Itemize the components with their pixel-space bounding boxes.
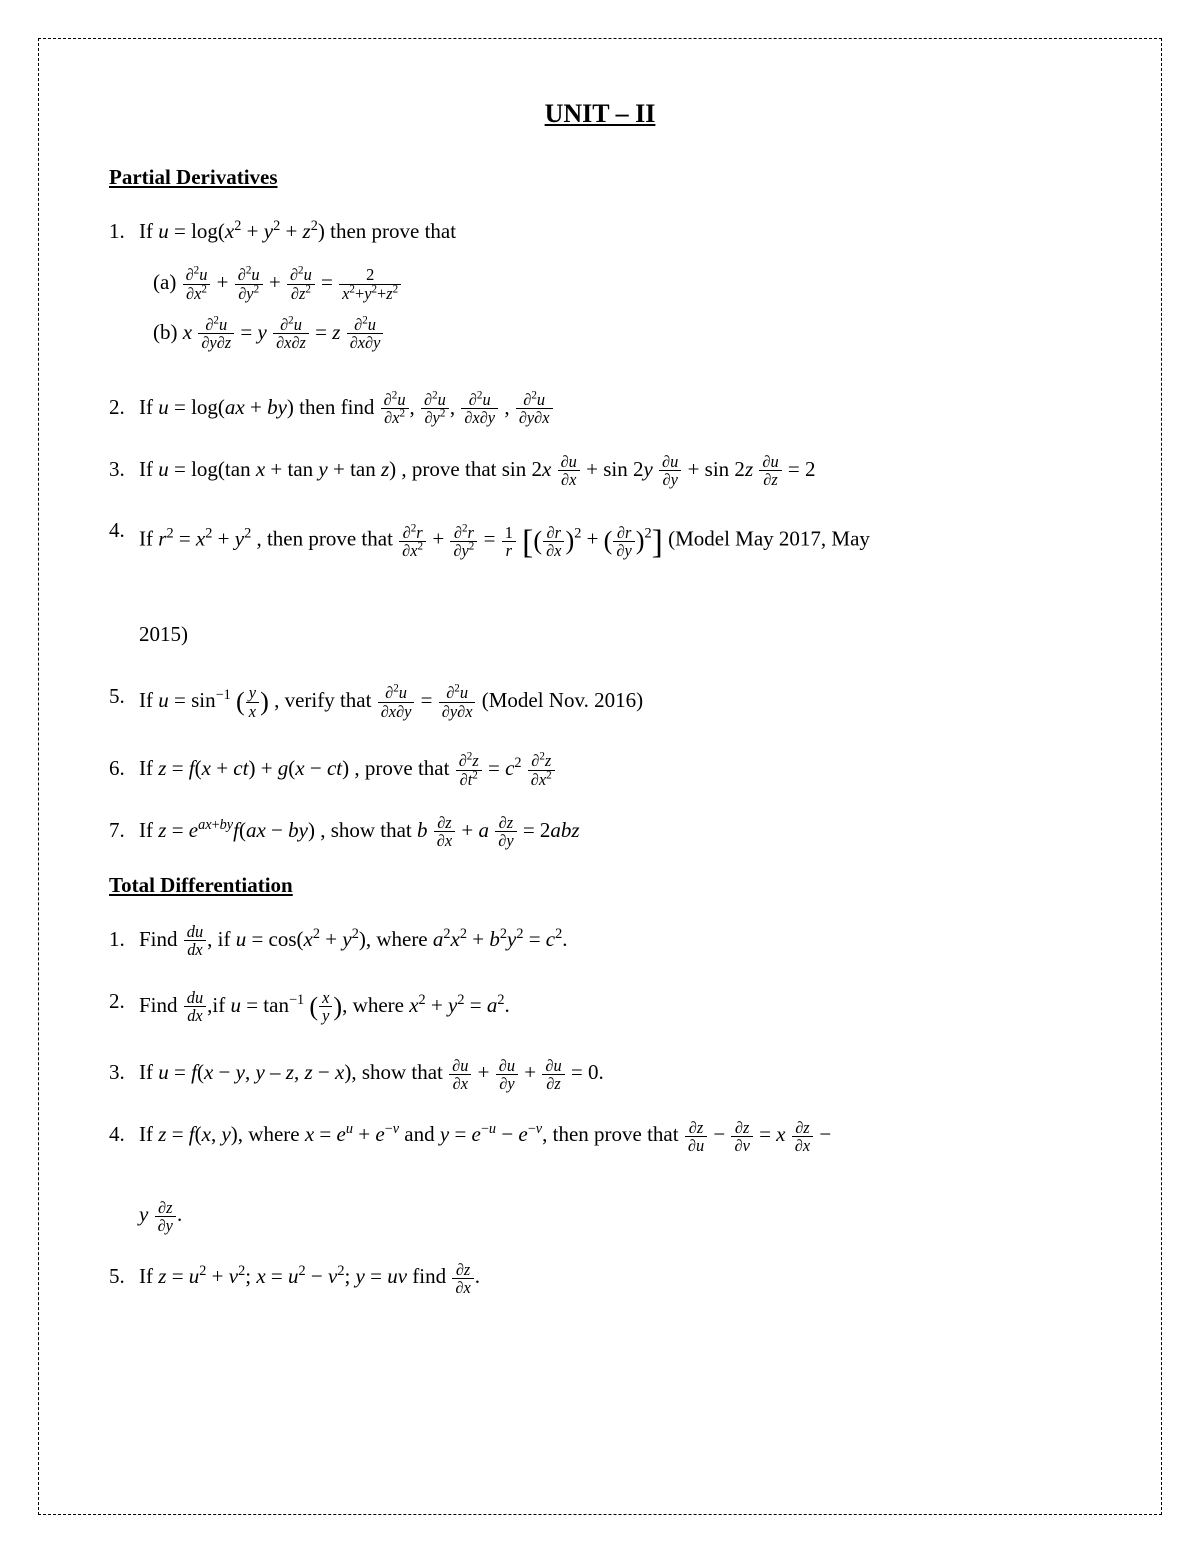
label: (b) bbox=[153, 320, 183, 344]
text: If bbox=[139, 457, 158, 481]
problem-list-partial: 1. If u = log(x2 + y2 + z2) then prove t… bbox=[109, 212, 1091, 851]
td-problem-5: 5. If z = u2 + v2; x = u2 − v2; y = uv f… bbox=[109, 1257, 1091, 1297]
text: If bbox=[139, 1060, 158, 1084]
text: Find bbox=[139, 992, 183, 1016]
sub-b: (b) x ∂2u∂y∂z = y ∂2u∂x∂z = z ∂2u∂x∂y bbox=[153, 316, 1091, 352]
problem-body: If u = sin−1 (yx) , verify that ∂2u∂x∂y … bbox=[139, 677, 1091, 727]
problem-number: 6. bbox=[109, 749, 139, 789]
text: If bbox=[139, 818, 158, 842]
text: , where bbox=[238, 1122, 305, 1146]
problem-body: If z = eax+byf(ax − by) , show that b ∂z… bbox=[139, 811, 1091, 851]
text: then prove that bbox=[330, 219, 456, 243]
text: , then prove that bbox=[542, 1122, 684, 1146]
problem-3: 3. If u = log(tan x + tan y + tan z) , p… bbox=[109, 450, 1091, 490]
text: , prove that bbox=[401, 457, 501, 481]
problem-number: 3. bbox=[109, 1053, 139, 1093]
text: , prove that bbox=[354, 756, 454, 780]
note: (Model May 2017, May bbox=[668, 527, 870, 551]
text: If bbox=[139, 756, 158, 780]
problem-7: 7. If z = eax+byf(ax − by) , show that b… bbox=[109, 811, 1091, 851]
text: If bbox=[139, 688, 158, 712]
problem-body: Find dudx,if u = tan−1 (xy), where x2 + … bbox=[139, 982, 1091, 1032]
text: If bbox=[139, 1122, 158, 1146]
text: , verify that bbox=[274, 688, 377, 712]
text: , where bbox=[366, 927, 433, 951]
text: Find bbox=[139, 927, 183, 951]
sub-a: (a) ∂2u∂x2 + ∂2u∂y2 + ∂2u∂z2 = 2x2+y2+z2 bbox=[153, 266, 1091, 302]
problem-body: If u = log(tan x + tan y + tan z) , prov… bbox=[139, 450, 1091, 490]
text: If bbox=[139, 395, 158, 419]
problem-body: If u = log(x2 + y2 + z2) then prove that… bbox=[139, 212, 1091, 366]
section-total-differentiation: Total Differentiation bbox=[109, 873, 1091, 898]
td-problem-3: 3. If u = f(x − y, y – z, z − x), show t… bbox=[109, 1053, 1091, 1093]
page: UNIT – II Partial Derivatives 1. If u = … bbox=[0, 0, 1200, 1553]
problem-body: If r2 = x2 + y2 , then prove that ∂2r∂x2… bbox=[139, 511, 1091, 655]
text: , show that bbox=[320, 818, 417, 842]
text: , then prove that bbox=[256, 527, 398, 551]
td-problem-4: 4. If z = f(x, y), where x = eu + e−v an… bbox=[109, 1115, 1091, 1235]
problem-number: 1. bbox=[109, 920, 139, 960]
problem-5: 5. If u = sin−1 (yx) , verify that ∂2u∂x… bbox=[109, 677, 1091, 727]
problem-body: If u = f(x − y, y – z, z − x), show that… bbox=[139, 1053, 1091, 1093]
text: If bbox=[139, 219, 158, 243]
problem-number: 5. bbox=[109, 677, 139, 717]
text: , where bbox=[342, 992, 409, 1016]
problem-number: 2. bbox=[109, 982, 139, 1022]
text: , show that bbox=[351, 1060, 448, 1084]
problem-number: 4. bbox=[109, 511, 139, 551]
section-partial-derivatives: Partial Derivatives bbox=[109, 165, 1091, 190]
text: ,if bbox=[207, 992, 230, 1016]
td-problem-1: 1. Find dudx, if u = cos(x2 + y2), where… bbox=[109, 920, 1091, 960]
problem-number: 4. bbox=[109, 1115, 139, 1155]
text: If bbox=[139, 1264, 158, 1288]
problem-body: Find dudx, if u = cos(x2 + y2), where a2… bbox=[139, 920, 1091, 960]
problem-6: 6. If z = f(x + ct) + g(x − ct) , prove … bbox=[109, 749, 1091, 789]
problem-1: 1. If u = log(x2 + y2 + z2) then prove t… bbox=[109, 212, 1091, 366]
td-problem-2: 2. Find dudx,if u = tan−1 (xy), where x2… bbox=[109, 982, 1091, 1032]
problem-body: If u = log(ax + by) then find ∂2u∂x2, ∂2… bbox=[139, 388, 1091, 428]
problem-body: If z = u2 + v2; x = u2 − v2; y = uv find… bbox=[139, 1257, 1091, 1297]
note: 2015) bbox=[139, 622, 188, 646]
problem-body: If z = f(x, y), where x = eu + e−v and y… bbox=[139, 1115, 1091, 1235]
dashed-border-frame: UNIT – II Partial Derivatives 1. If u = … bbox=[38, 38, 1162, 1515]
text: find bbox=[412, 1264, 451, 1288]
problem-number: 1. bbox=[109, 212, 139, 252]
unit-title: UNIT – II bbox=[109, 99, 1091, 129]
text: and bbox=[404, 1122, 440, 1146]
problem-number: 2. bbox=[109, 388, 139, 428]
problem-number: 7. bbox=[109, 811, 139, 851]
problem-number: 3. bbox=[109, 450, 139, 490]
problem-body: If z = f(x + ct) + g(x − ct) , prove tha… bbox=[139, 749, 1091, 789]
problem-number: 5. bbox=[109, 1257, 139, 1297]
problem-2: 2. If u = log(ax + by) then find ∂2u∂x2,… bbox=[109, 388, 1091, 428]
label: (a) bbox=[153, 270, 182, 294]
text: If bbox=[139, 527, 158, 551]
problem-list-total: 1. Find dudx, if u = cos(x2 + y2), where… bbox=[109, 920, 1091, 1297]
note: (Model Nov. 2016) bbox=[482, 688, 643, 712]
text: then find bbox=[299, 395, 379, 419]
problem-4: 4. If r2 = x2 + y2 , then prove that ∂2r… bbox=[109, 511, 1091, 655]
text: , if bbox=[207, 927, 236, 951]
